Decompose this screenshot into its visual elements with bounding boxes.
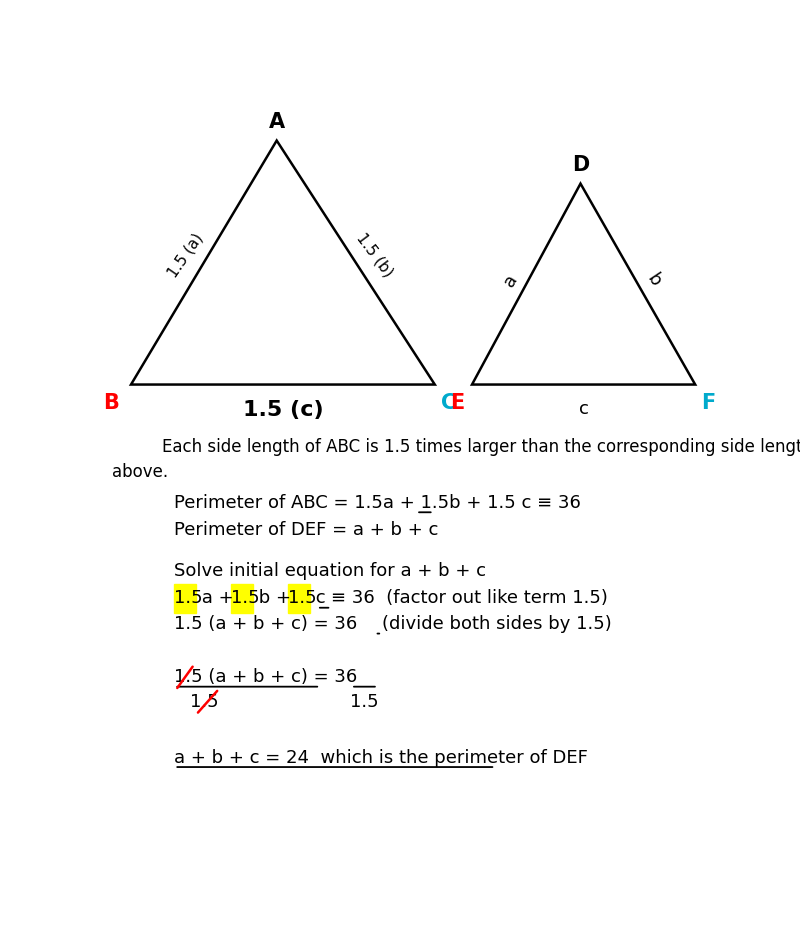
Text: 1.5: 1.5 xyxy=(350,692,379,711)
Text: 1.5 (a): 1.5 (a) xyxy=(165,230,206,281)
Text: 1.5 (b): 1.5 (b) xyxy=(354,230,395,281)
Text: a + b + c = 24  which is the perimeter of DEF: a + b + c = 24 which is the perimeter of… xyxy=(174,748,588,767)
Text: c: c xyxy=(578,401,589,418)
Text: C: C xyxy=(441,393,456,413)
Text: above.: above. xyxy=(112,463,169,482)
Text: Perimeter of ABC = 1.5a + 1.5b + 1.5 c ≡ 36: Perimeter of ABC = 1.5a + 1.5b + 1.5 c ≡… xyxy=(174,494,582,512)
FancyBboxPatch shape xyxy=(231,584,254,612)
Text: E: E xyxy=(450,393,465,413)
Text: c: c xyxy=(310,589,331,608)
Text: a +: a + xyxy=(196,589,239,608)
FancyBboxPatch shape xyxy=(174,584,197,612)
Text: Solve initial equation for a + b + c: Solve initial equation for a + b + c xyxy=(174,562,486,580)
Text: Each side length of ABC is 1.5 times larger than the corresponding side lengths : Each side length of ABC is 1.5 times lar… xyxy=(162,438,800,457)
Text: 1.5 (c): 1.5 (c) xyxy=(242,401,323,420)
Text: b +: b + xyxy=(253,589,297,608)
FancyBboxPatch shape xyxy=(288,584,310,612)
Text: a: a xyxy=(500,271,522,290)
Text: 1.5 (a + b + c) = 36: 1.5 (a + b + c) = 36 xyxy=(174,668,358,686)
Text: 1.5 (a + b + c) = 36: 1.5 (a + b + c) = 36 xyxy=(174,615,358,633)
Text: 1.5: 1.5 xyxy=(289,589,317,608)
Text: (divide both sides by 1.5): (divide both sides by 1.5) xyxy=(382,615,612,633)
Text: B: B xyxy=(102,393,118,413)
Text: D: D xyxy=(572,155,589,175)
Text: A: A xyxy=(269,112,285,132)
Text: F: F xyxy=(702,393,716,413)
Text: b: b xyxy=(642,270,664,290)
Text: 1.5: 1.5 xyxy=(190,692,218,711)
Text: 1.5: 1.5 xyxy=(174,589,203,608)
Text: ≡ 36  (factor out like term 1.5): ≡ 36 (factor out like term 1.5) xyxy=(331,589,608,608)
Text: 1.5: 1.5 xyxy=(231,589,260,608)
Text: Perimeter of DEF = a + b + c: Perimeter of DEF = a + b + c xyxy=(174,520,438,539)
